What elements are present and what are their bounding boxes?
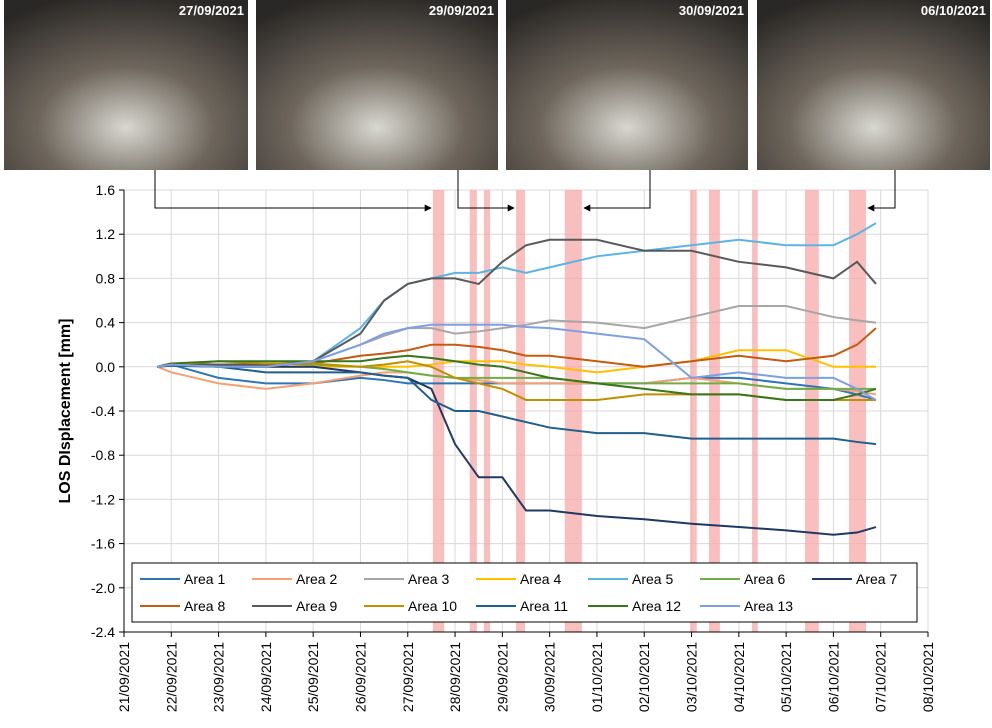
photo xyxy=(4,0,248,170)
x-tick-label: 21/09/2021 xyxy=(116,642,132,712)
x-tick-label: 05/10/2021 xyxy=(778,642,794,712)
x-tick-label: 30/09/2021 xyxy=(542,642,558,712)
y-tick-label: 1.6 xyxy=(96,182,116,198)
x-tick-label: 06/10/2021 xyxy=(825,642,841,712)
legend-label: Area 7 xyxy=(856,571,897,587)
x-tick-label: 27/09/2021 xyxy=(400,642,416,712)
event-band xyxy=(752,190,758,632)
photo xyxy=(256,0,498,170)
series-line xyxy=(156,363,877,401)
y-tick-label: 0.8 xyxy=(96,270,116,286)
legend-label: Area 4 xyxy=(520,571,561,587)
arrow xyxy=(154,170,432,212)
legend-label: Area 12 xyxy=(632,598,681,614)
y-tick-label: -2.0 xyxy=(91,580,115,596)
x-tick-label: 03/10/2021 xyxy=(684,642,700,712)
y-tick-label: -2.4 xyxy=(91,624,115,640)
legend-label: Area 10 xyxy=(408,598,457,614)
x-tick-label: 07/10/2021 xyxy=(873,642,889,712)
x-tick-label: 29/09/2021 xyxy=(494,642,510,712)
photo xyxy=(757,0,990,170)
y-tick-label: 0.0 xyxy=(96,359,116,375)
x-tick-label: 26/09/2021 xyxy=(352,642,368,712)
legend-label: Area 3 xyxy=(408,571,449,587)
y-tick-label: 0.4 xyxy=(96,315,116,331)
x-tick-label: 04/10/2021 xyxy=(731,642,747,712)
series-line xyxy=(157,364,877,446)
legend-label: Area 8 xyxy=(184,598,225,614)
event-band xyxy=(709,190,720,632)
photo-date: 27/09/2021 xyxy=(179,3,244,18)
event-band xyxy=(564,190,582,632)
x-tick-label: 02/10/2021 xyxy=(636,642,652,712)
event-band xyxy=(516,190,526,632)
legend-label: Area 5 xyxy=(632,571,673,587)
legend-label: Area 13 xyxy=(744,598,793,614)
event-band xyxy=(690,190,697,632)
photo-date: 29/09/2021 xyxy=(429,3,494,18)
event-band xyxy=(432,190,445,632)
legend-box xyxy=(131,562,918,623)
plot: 21/09/2021 22/09/2021 23/09/2021 24/09/2021… xyxy=(91,182,936,712)
x-tick-label: 24/09/2021 xyxy=(258,642,274,712)
series-line xyxy=(156,363,877,536)
arrow xyxy=(457,170,515,212)
x-tick-label: 22/09/2021 xyxy=(163,642,179,712)
y-tick-label: -1.6 xyxy=(91,536,115,552)
y-axis-label: LOS DIsplacement [mm] xyxy=(57,319,74,504)
event-band xyxy=(849,190,867,632)
event-band xyxy=(805,190,819,632)
legend-label: Area 1 xyxy=(184,571,225,587)
x-tick-label: 01/10/2021 xyxy=(589,642,605,712)
legend-label: Area 2 xyxy=(296,571,337,587)
legend: Area 1 Area 2 Area 3 Area 4 Area 5 Area 6 Area… xyxy=(131,562,918,623)
x-tick-label: 25/09/2021 xyxy=(305,642,321,712)
photo-date: 06/10/2021 xyxy=(921,3,986,18)
photos: 27/09/2021 29/09/2021 30/09/2021 06/10/2… xyxy=(4,0,990,170)
photo-date: 30/09/2021 xyxy=(679,3,744,18)
x-tick-label: 23/09/2021 xyxy=(211,642,227,712)
photo xyxy=(506,0,748,170)
series-line xyxy=(156,354,877,401)
series-line xyxy=(156,323,877,401)
x-tick-label: 08/10/2021 xyxy=(920,642,936,712)
y-tick-label: -1.2 xyxy=(91,491,115,507)
arrow xyxy=(867,170,896,212)
y-tick-label: 1.2 xyxy=(96,226,116,242)
event-band xyxy=(483,190,491,632)
y-tick-label: -0.8 xyxy=(91,447,115,463)
arrow xyxy=(583,170,651,212)
legend-label: Area 6 xyxy=(744,571,785,587)
legend-label: Area 11 xyxy=(520,598,568,614)
arrows xyxy=(154,170,896,212)
x-tick-label: 28/09/2021 xyxy=(447,642,463,712)
y-tick-label: -0.4 xyxy=(91,403,115,419)
legend-label: Area 9 xyxy=(296,598,337,614)
